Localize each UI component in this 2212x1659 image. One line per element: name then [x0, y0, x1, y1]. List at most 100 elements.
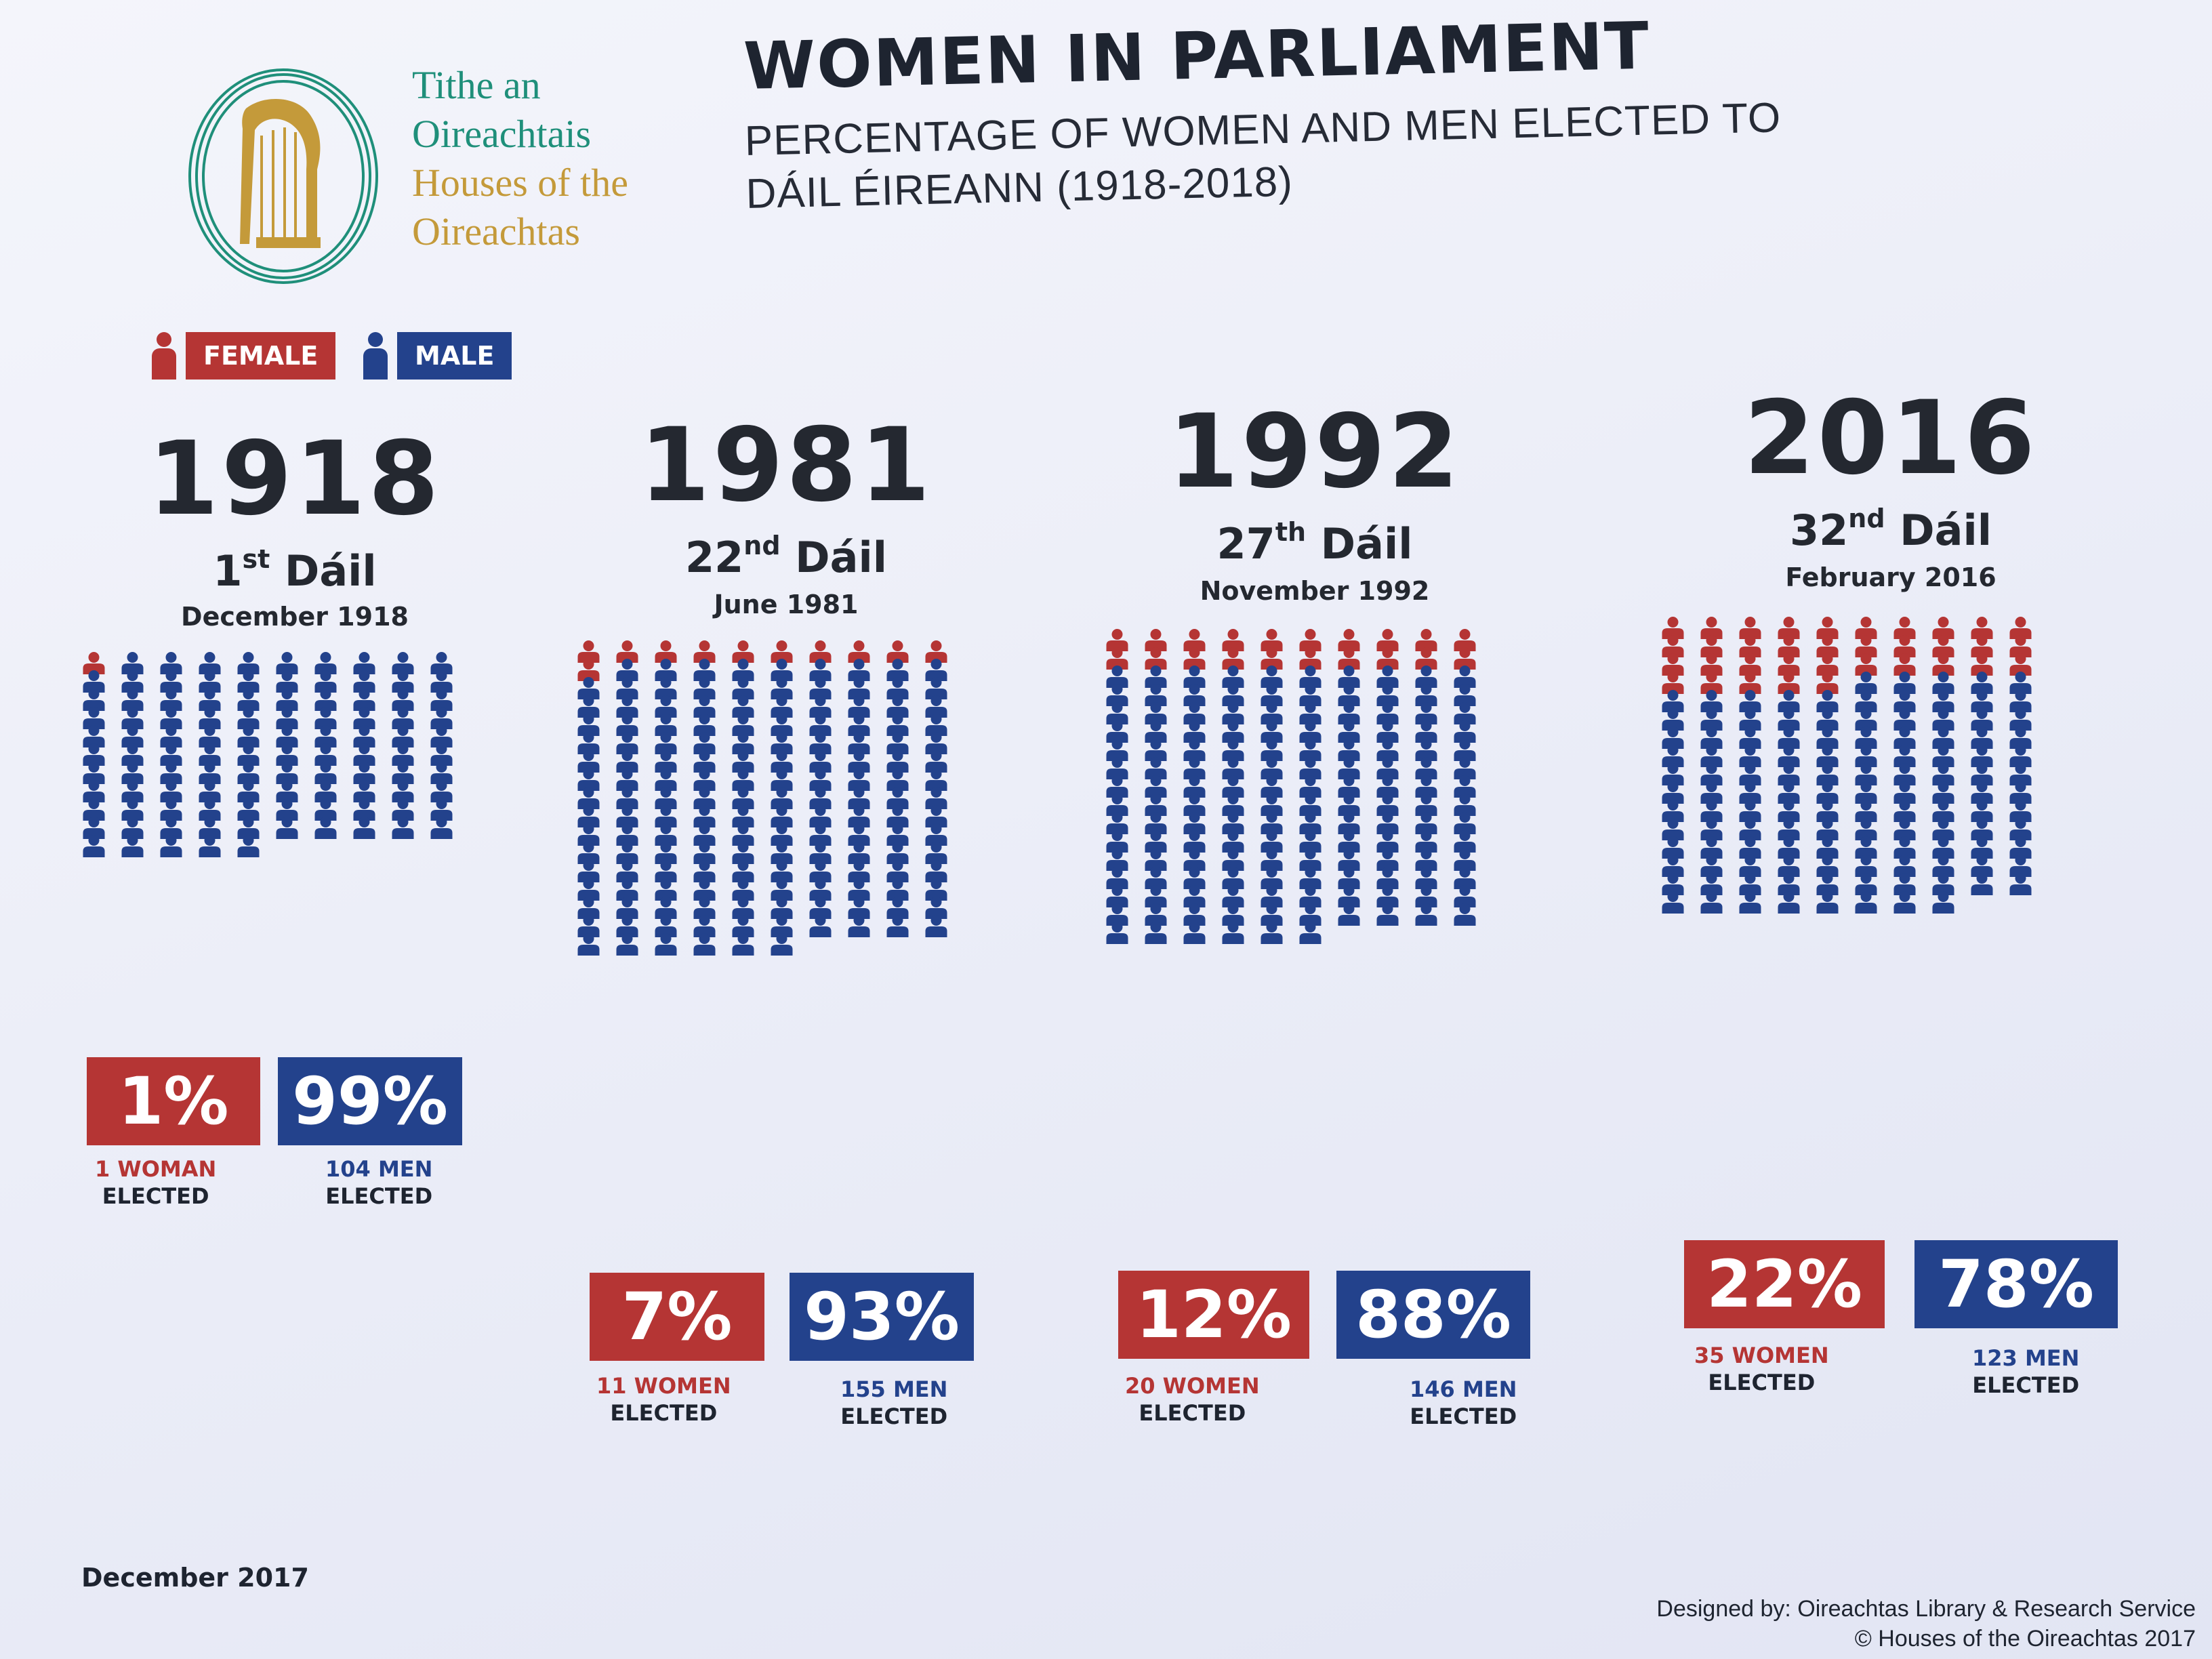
female-member-icon [1454, 629, 1476, 651]
male-member-icon [1299, 867, 1322, 889]
male-member-icon [1222, 812, 1244, 834]
male-member-icon [577, 805, 600, 827]
female-member-icon [1739, 653, 1761, 676]
male-member-icon [1183, 830, 1206, 853]
male-member-icon [199, 798, 221, 821]
male-member-icon [693, 769, 716, 791]
male-member-icon [1106, 720, 1128, 743]
male-member-icon [1299, 757, 1322, 779]
female-member-icon [1932, 617, 1954, 639]
male-member-icon [1816, 745, 1839, 767]
male-member-icon [925, 659, 947, 681]
male-member-icon [848, 732, 870, 754]
female-count: 35 WOMEN ELECTED [1694, 1343, 1829, 1395]
male-member-icon [1662, 781, 1684, 804]
icon-grid-1981 [577, 640, 947, 956]
logo-irish-line-2: Oireachtais [412, 112, 592, 156]
male-member-icon [1222, 739, 1244, 761]
male-member-icon [1415, 848, 1437, 871]
male-member-icon [392, 743, 414, 766]
male-member-icon [1338, 903, 1360, 926]
male-member-icon [1415, 684, 1437, 706]
male-member-icon [1454, 739, 1476, 761]
male-member-icon [1662, 818, 1684, 840]
female-percentage: 12% [1118, 1271, 1309, 1359]
male-member-icon [1932, 763, 1954, 785]
male-member-icon [160, 670, 182, 693]
male-member-icon [199, 762, 221, 784]
female-member-icon [1739, 617, 1761, 639]
male-member-icon [1454, 885, 1476, 907]
male-member-icon [1338, 702, 1360, 724]
male-member-icon [1893, 800, 1916, 822]
male-member-icon [1778, 800, 1800, 822]
male-member-icon [577, 915, 600, 937]
male-member-icon [886, 659, 909, 681]
male-member-icon [1816, 836, 1839, 859]
male-member-icon [848, 769, 870, 791]
male-member-icon [1971, 781, 1993, 804]
male-member-icon [771, 732, 793, 754]
female-member-icon [1778, 653, 1800, 676]
male-member-icon [276, 780, 298, 802]
male-member-icon [1222, 665, 1244, 688]
male-member-icon [1778, 836, 1800, 859]
male-member-icon [616, 823, 638, 846]
female-member-icon [577, 640, 600, 663]
female-member-icon [1855, 635, 1877, 657]
male-member-icon [430, 780, 453, 802]
designed-by: Designed by: Oireachtas Library & Resear… [1656, 1596, 2196, 1622]
male-member-icon [199, 689, 221, 711]
male-member-icon [693, 732, 716, 754]
male-member-icon [1183, 848, 1206, 871]
male-member-icon [2009, 726, 2032, 749]
male-member-icon [1700, 781, 1723, 804]
male-member-icon [1145, 684, 1167, 706]
female-member-icon [1106, 647, 1128, 670]
male-member-icon [732, 842, 754, 864]
male-member-icon [1261, 684, 1283, 706]
male-member-icon [199, 670, 221, 693]
male-member-icon [925, 842, 947, 864]
male-member-icon [1183, 739, 1206, 761]
male-member-icon [616, 677, 638, 699]
male-member-icon [1183, 812, 1206, 834]
male-member-icon [693, 787, 716, 809]
male-member-icon [1299, 684, 1322, 706]
male-member-icon [925, 769, 947, 791]
male-member-icon [848, 714, 870, 736]
female-count: 20 WOMEN ELECTED [1125, 1373, 1260, 1426]
female-member-icon [1261, 629, 1283, 651]
male-member-icon [693, 878, 716, 901]
male-member-icon [1778, 873, 1800, 895]
male-member-icon [1816, 855, 1839, 877]
male-member-icon [276, 725, 298, 747]
male-member-icon [886, 915, 909, 937]
female-member-icon [83, 652, 105, 674]
footer-credit: Designed by: Oireachtas Library & Resear… [1656, 1594, 2196, 1654]
male-member-icon [577, 732, 600, 754]
male-member-icon [1662, 891, 1684, 914]
female-person-icon [152, 332, 176, 380]
male-member-icon [1222, 922, 1244, 944]
section-2016: 2016 32nd Dáil February 2016 22% 78% 35 … [1654, 380, 2128, 1410]
female-percentage: 22% [1684, 1240, 1885, 1328]
male-member-icon [83, 798, 105, 821]
male-member-icon [1778, 745, 1800, 767]
male-member-icon [1299, 794, 1322, 816]
male-member-icon [1376, 739, 1399, 761]
male-percentage: 78% [1914, 1240, 2118, 1328]
male-member-icon [1662, 726, 1684, 749]
male-member-icon [1971, 726, 1993, 749]
male-member-icon [237, 798, 260, 821]
male-member-icon [925, 878, 947, 901]
male-member-icon [1893, 745, 1916, 767]
male-member-icon [1662, 763, 1684, 785]
male-member-icon [732, 897, 754, 919]
male-member-icon [771, 750, 793, 773]
male-member-icon [771, 933, 793, 956]
male-member-icon [121, 725, 144, 747]
male-percentage: 88% [1336, 1271, 1530, 1359]
male-member-icon [1855, 726, 1877, 749]
male-member-icon [732, 823, 754, 846]
